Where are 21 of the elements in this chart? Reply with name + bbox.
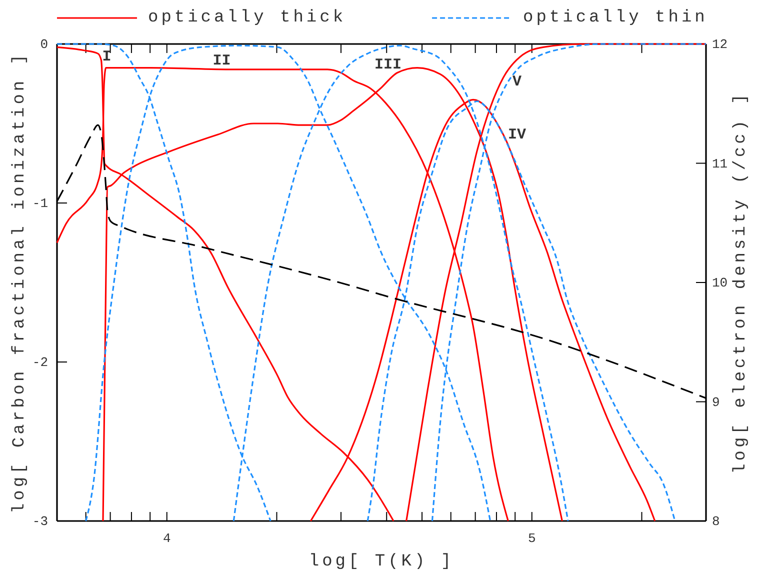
annotation: V xyxy=(512,74,522,91)
x-axis-title: log[ T(K) ] xyxy=(308,552,454,572)
x-tick-label: 4 xyxy=(162,531,171,546)
y-tick-label: -2 xyxy=(32,355,48,370)
x-tick-label: 5 xyxy=(528,531,536,546)
legend-label: optically thick xyxy=(148,8,346,28)
annotation: I xyxy=(102,48,112,66)
y2-tick-label: 9 xyxy=(712,394,720,410)
y-tick-label: 0 xyxy=(40,37,48,52)
y2-tick-label: 12 xyxy=(712,37,728,52)
y-tick-label: -3 xyxy=(32,514,48,530)
y-tick-label: -1 xyxy=(32,196,48,212)
y2-tick-label: 8 xyxy=(712,514,720,530)
annotation: IV xyxy=(508,126,526,144)
annotation: II xyxy=(212,52,231,70)
annotation: III xyxy=(374,56,402,74)
y-axis-title: log[ Carbon fractional ionization ] xyxy=(10,51,30,514)
y2-axis-title: log[ electron density (/cc) ] xyxy=(732,91,750,474)
legend-label: optically thin xyxy=(523,8,708,28)
y2-tick-label: 10 xyxy=(712,276,728,291)
y2-tick-label: 11 xyxy=(712,156,728,172)
